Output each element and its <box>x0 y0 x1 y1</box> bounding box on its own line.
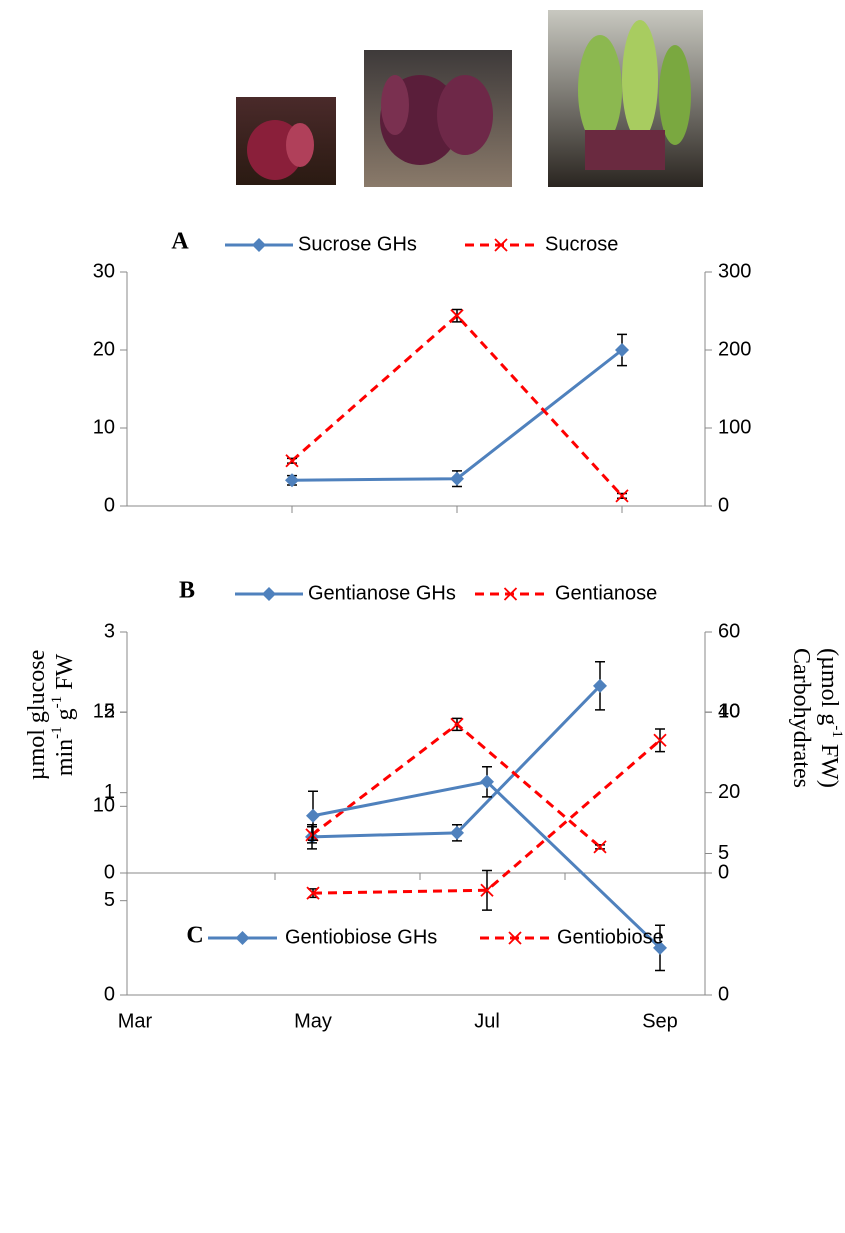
photo <box>364 50 512 187</box>
x-tick-label: Mar <box>118 1010 153 1032</box>
marker <box>480 774 494 789</box>
marker <box>653 940 667 955</box>
y2-tick-label: 0 <box>718 494 729 516</box>
marker <box>450 717 464 732</box>
x-tick-label: Jul <box>474 1010 500 1032</box>
marker <box>615 489 629 503</box>
axis-title-text: (µmol g <box>816 648 842 725</box>
y-tick-label: 2 <box>104 701 115 723</box>
superscript: -1 <box>49 726 65 739</box>
superscript: -1 <box>829 725 845 738</box>
legend-label: Gentiobiose <box>557 926 664 948</box>
axis-title-text: min <box>52 739 78 776</box>
marker <box>593 678 607 693</box>
y2-tick-label: 5 <box>718 842 729 864</box>
axis-title-text: µmol glucose <box>24 650 50 780</box>
series-line <box>312 780 662 949</box>
y-tick-label: 30 <box>93 260 115 282</box>
marker <box>305 828 319 842</box>
y2-tick-label: 0 <box>718 983 729 1005</box>
y2-tick-label: 10 <box>718 700 740 722</box>
y-tick-label: 0 <box>104 983 115 1005</box>
legend-marker <box>262 587 276 601</box>
legend-label: Gentianose <box>555 582 657 604</box>
marker <box>615 343 629 357</box>
y-tick-label: 0 <box>104 494 115 516</box>
y-tick-label: 5 <box>104 889 115 911</box>
y-tick-label: 10 <box>93 795 115 817</box>
photo <box>236 97 336 185</box>
axis-title: µmol glucose <box>24 650 50 780</box>
superscript: -1 <box>49 696 65 709</box>
marker <box>653 733 667 747</box>
legend-label: Gentianose GHs <box>308 582 456 604</box>
marker <box>285 454 299 468</box>
axis-title: Carbohydrates <box>788 648 814 788</box>
y2-tick-label: 100 <box>718 416 751 438</box>
y-tick-label: 20 <box>93 338 115 360</box>
x-tick-label: May <box>294 1010 332 1032</box>
legend-label: Gentiobiose GHs <box>285 926 437 948</box>
axis-title: min-1 g-1 FW <box>49 653 77 776</box>
panel-label: A <box>171 229 189 255</box>
series-line <box>291 313 624 497</box>
axis-title-text: g <box>52 708 78 726</box>
marker <box>285 473 299 488</box>
y-tick-label: 0 <box>104 861 115 883</box>
y-tick-label: 10 <box>93 416 115 438</box>
legend-label: Sucrose <box>545 233 618 255</box>
y2-tick-label: 200 <box>718 338 751 360</box>
marker <box>306 886 320 900</box>
marker <box>593 840 607 854</box>
marker <box>480 883 494 897</box>
marker <box>450 825 464 840</box>
photo <box>548 10 703 187</box>
axis-title-text: Carbohydrates <box>788 648 814 788</box>
axis-title: (µmol g-1 FW) <box>816 648 844 788</box>
marker <box>306 808 320 823</box>
y-tick-label: 15 <box>93 700 115 722</box>
marker <box>450 309 464 323</box>
marker <box>450 471 464 486</box>
y-tick-label: 1 <box>104 781 115 803</box>
legend-marker <box>503 587 518 601</box>
y2-tick-label: 20 <box>718 781 740 803</box>
axis-title-text: FW) <box>816 738 842 788</box>
series-line <box>311 684 602 839</box>
y-tick-label: 3 <box>104 620 115 642</box>
x-tick-label: Sep <box>642 1010 678 1032</box>
legend-marker <box>252 238 266 252</box>
y2-tick-label: 300 <box>718 260 751 282</box>
panel-label: C <box>186 923 203 949</box>
panel-label: B <box>179 578 195 604</box>
y2-tick-label: 60 <box>718 620 740 642</box>
y2-tick-label: 40 <box>718 701 740 723</box>
y2-tick-label: 0 <box>718 861 729 883</box>
axis-title-text: FW <box>52 653 78 695</box>
legend-label: Sucrose GHs <box>298 233 417 255</box>
legend-marker <box>235 931 250 945</box>
legend-marker <box>508 931 522 945</box>
series-line <box>291 348 623 482</box>
legend-marker <box>494 238 508 252</box>
